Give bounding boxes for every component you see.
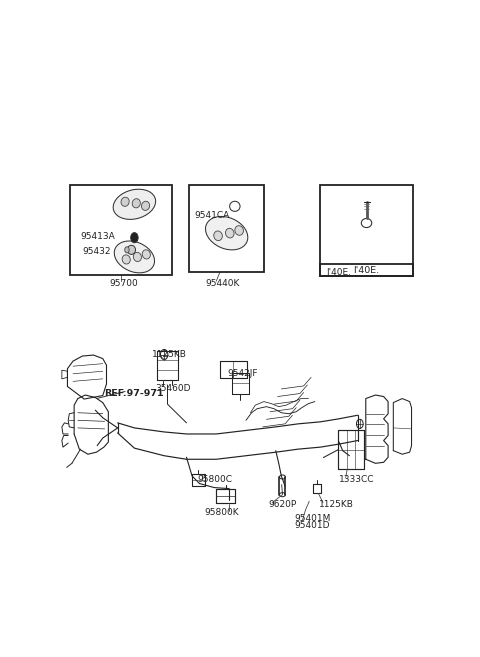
Text: 95440K: 95440K (205, 279, 240, 288)
Ellipse shape (142, 250, 150, 259)
Ellipse shape (142, 201, 150, 210)
Text: 95700: 95700 (109, 279, 138, 288)
Text: 1125KB: 1125KB (319, 500, 353, 509)
Text: 95401D: 95401D (294, 520, 330, 530)
Ellipse shape (235, 225, 243, 235)
Text: 1125KB: 1125KB (152, 350, 187, 359)
Text: 9542JF: 9542JF (228, 369, 258, 378)
Circle shape (131, 233, 138, 242)
Bar (321, 264, 413, 276)
Text: 1333CC: 1333CC (339, 475, 374, 484)
Ellipse shape (132, 198, 140, 208)
Ellipse shape (127, 245, 135, 254)
Ellipse shape (113, 189, 156, 219)
Ellipse shape (226, 229, 234, 238)
Text: 95800C: 95800C (197, 475, 232, 484)
Ellipse shape (214, 231, 222, 240)
Ellipse shape (121, 197, 129, 206)
Text: I'40E.: I'40E. (353, 265, 380, 275)
Ellipse shape (205, 216, 248, 250)
Text: 95401M: 95401M (294, 514, 331, 524)
Text: 9541CA: 9541CA (194, 211, 229, 220)
Text: REF.97-971: REF.97-971 (104, 389, 164, 398)
Bar (190, 185, 264, 272)
Ellipse shape (133, 252, 142, 261)
Bar (71, 185, 172, 275)
Bar (321, 185, 413, 276)
Text: I'40E.: I'40E. (326, 267, 351, 277)
Circle shape (125, 247, 129, 253)
Text: 95413A: 95413A (81, 232, 115, 241)
Text: 35460D: 35460D (155, 384, 191, 393)
Text: 95800K: 95800K (204, 509, 239, 518)
Text: 95432: 95432 (83, 247, 111, 256)
Ellipse shape (122, 255, 130, 264)
Ellipse shape (114, 241, 155, 273)
Text: 9620P: 9620P (268, 500, 297, 509)
